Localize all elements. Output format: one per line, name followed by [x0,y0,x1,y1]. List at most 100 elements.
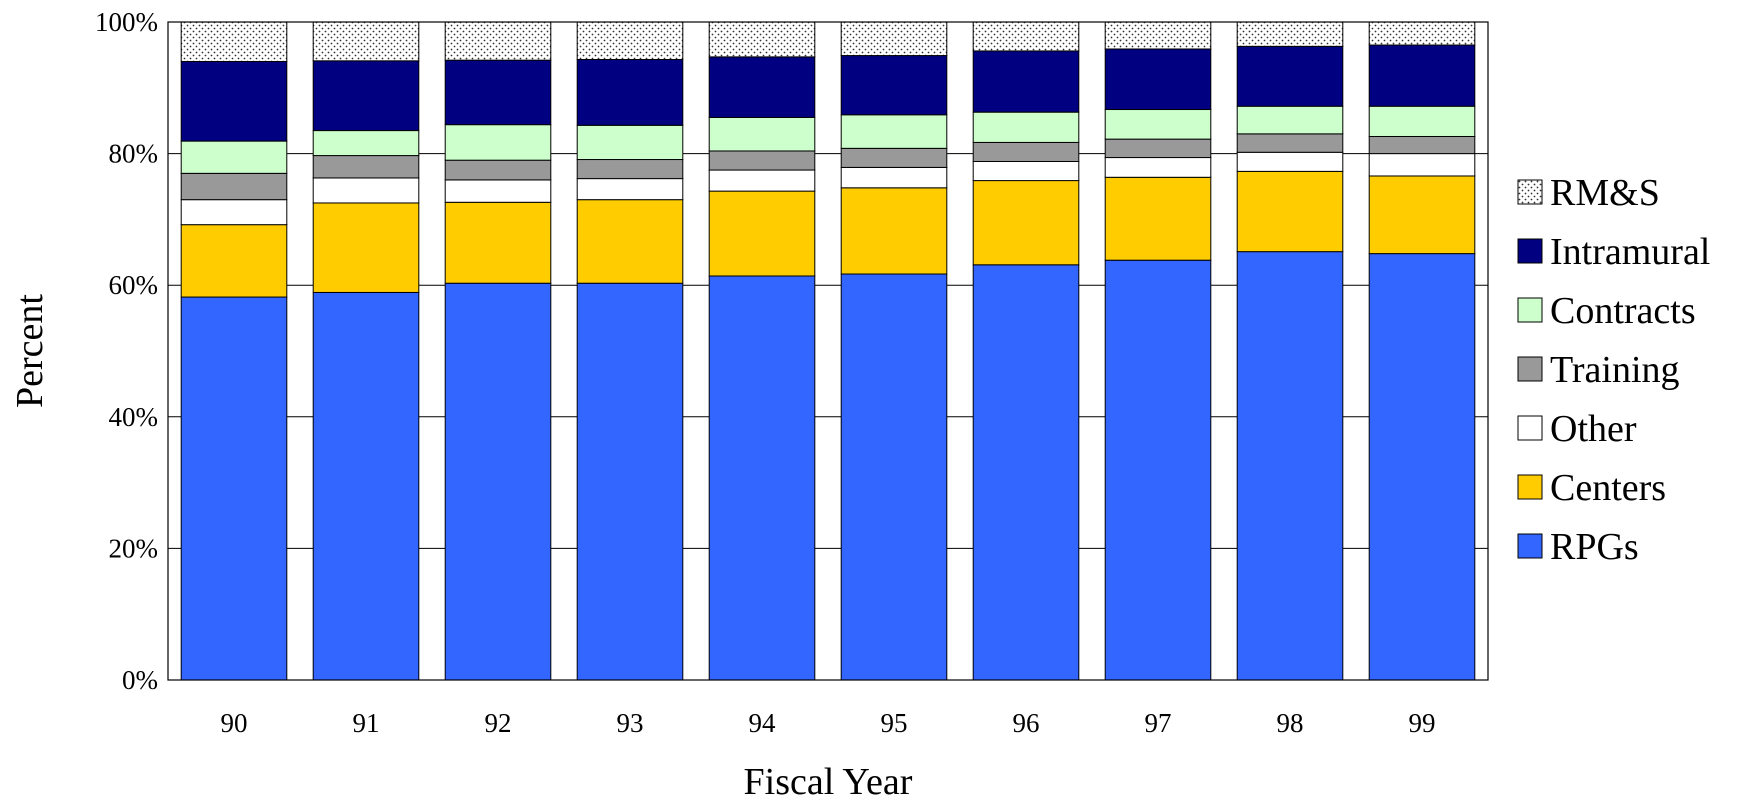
bar-segment-centers-91 [313,203,419,292]
bar-segment-other-96 [973,161,1079,180]
bar-segment-training-91 [313,156,419,178]
bar-segment-contracts-98 [1237,106,1343,134]
y-axis-label: Percent [9,294,51,408]
bar-segment-rpgs-90 [181,297,287,680]
bar-segment-rpgs-91 [313,292,419,680]
y-tick-label: 80% [109,139,159,169]
legend-label-contracts: Contracts [1550,290,1696,332]
x-tick-label: 90 [221,708,248,738]
bar-segment-centers-90 [181,225,287,297]
legend-label-rpgs: RPGs [1550,526,1639,568]
bar-segment-intramural-98 [1237,46,1343,106]
bar-segment-other-91 [313,178,419,203]
y-tick-label: 40% [109,402,159,432]
bar-segment-rm-s-98 [1237,22,1343,46]
bar-segment-rm-s-90 [181,22,287,61]
bar-segment-training-94 [709,151,815,170]
bar-segment-intramural-95 [841,56,947,115]
bar-segment-contracts-94 [709,117,815,151]
bar-segment-training-98 [1237,134,1343,152]
bar-segment-rm-s-93 [577,22,683,60]
bar-segment-training-90 [181,173,287,199]
x-tick-label: 94 [749,708,777,738]
bar-segment-centers-99 [1369,176,1475,254]
bar-segment-contracts-97 [1105,110,1211,140]
bar-segment-rm-s-97 [1105,22,1211,49]
legend-label-training: Training [1550,349,1680,391]
bar-segment-rm-s-94 [709,22,815,57]
bar-segment-intramural-99 [1369,45,1475,106]
bar-segment-contracts-90 [181,141,287,173]
legend-label-other: Other [1550,408,1637,450]
legend-swatch-other [1518,416,1542,440]
bar-segment-contracts-99 [1369,106,1475,136]
bar-segment-training-96 [973,142,1079,161]
bar-segment-intramural-97 [1105,49,1211,110]
bar-segment-other-98 [1237,152,1343,171]
bar-segment-other-90 [181,200,287,225]
legend-swatch-training [1518,357,1542,381]
y-tick-label: 0% [122,665,158,695]
bar-segment-intramural-93 [577,60,683,126]
bar-segment-rpgs-92 [445,283,551,680]
x-tick-label: 99 [1409,708,1436,738]
x-tick-label: 93 [617,708,644,738]
legend-swatch-rpgs [1518,534,1542,558]
bar-segment-other-93 [577,179,683,200]
bar-segment-contracts-91 [313,131,419,156]
x-axis-label: Fiscal Year [744,761,913,803]
bar-segment-rpgs-96 [973,265,1079,680]
bar-segment-intramural-91 [313,61,419,131]
legend-swatch-contracts [1518,298,1542,322]
bar-segment-centers-96 [973,181,1079,265]
x-tick-label: 97 [1145,708,1172,738]
bar-segment-training-97 [1105,139,1211,157]
bar-segment-training-99 [1369,136,1475,153]
legend-swatch-intramural [1518,239,1542,263]
bar-segment-rm-s-99 [1369,22,1475,45]
bar-segment-centers-97 [1105,177,1211,260]
bar-segment-rm-s-91 [313,22,419,61]
x-tick-label: 98 [1277,708,1304,738]
bar-segment-centers-93 [577,200,683,284]
bar-segment-centers-92 [445,202,551,283]
bar-segment-other-92 [445,180,551,202]
x-tick-label: 92 [485,708,512,738]
bar-segment-rpgs-93 [577,283,683,680]
bar-segment-training-95 [841,148,947,167]
bar-segment-rm-s-95 [841,22,947,56]
y-tick-label: 60% [109,270,159,300]
bar-segment-centers-98 [1237,171,1343,251]
bar-segment-contracts-93 [577,125,683,159]
legend-swatch-rm-s [1518,180,1542,204]
bars [181,22,1475,680]
legend-label-intramural: Intramural [1550,231,1710,273]
legend-swatch-centers [1518,475,1542,499]
bar-segment-centers-95 [841,188,947,274]
bar-segment-rpgs-99 [1369,254,1475,680]
bar-segment-contracts-92 [445,125,551,161]
legend-label-rm-s: RM&S [1550,172,1660,214]
x-tick-label: 95 [881,708,908,738]
x-tick-labels: 90 91 92 93 94 95 96 97 98 99 [221,708,1436,738]
x-tick-label: 91 [353,708,380,738]
bar-segment-rpgs-97 [1105,260,1211,680]
bar-segment-rpgs-94 [709,276,815,680]
bar-segment-other-99 [1369,154,1475,176]
bar-segment-centers-94 [709,191,815,276]
bar-segment-other-94 [709,170,815,191]
bar-segment-intramural-92 [445,60,551,124]
legend-label-centers: Centers [1550,467,1666,509]
bar-segment-intramural-90 [181,61,287,141]
bar-segment-intramural-94 [709,57,815,118]
bar-segment-other-97 [1105,158,1211,178]
bar-segment-contracts-95 [841,115,947,149]
y-tick-label: 100% [95,7,158,37]
bar-segment-rm-s-96 [973,22,1079,51]
bar-segment-other-95 [841,167,947,187]
y-tick-labels: 0% 20% 40% 60% 80% 100% [95,7,158,695]
bar-segment-training-93 [577,160,683,179]
bar-segment-intramural-96 [973,51,1079,112]
legend: RM&S Intramural Contracts Training Other Cent… [1518,172,1710,568]
